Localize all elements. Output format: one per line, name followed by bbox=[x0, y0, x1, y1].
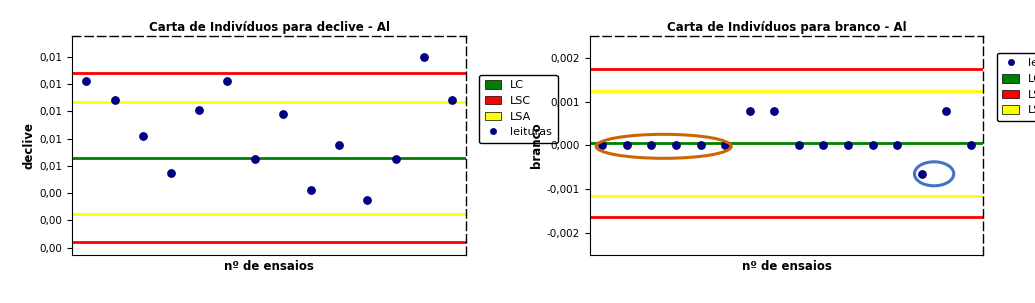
X-axis label: nº de ensaios: nº de ensaios bbox=[225, 260, 314, 273]
Point bbox=[79, 79, 95, 84]
Point bbox=[839, 143, 856, 148]
Point bbox=[619, 143, 635, 148]
Point bbox=[791, 143, 807, 148]
Point bbox=[816, 143, 832, 148]
Legend: LC, LSC, LSA, leituras: LC, LSC, LSA, leituras bbox=[479, 75, 558, 143]
Point bbox=[218, 79, 235, 84]
Point bbox=[162, 170, 179, 175]
Point bbox=[643, 143, 659, 148]
Point bbox=[443, 98, 460, 103]
Point bbox=[415, 55, 432, 59]
Point bbox=[766, 108, 782, 113]
Legend: leituras, LC, LSC, LSA: leituras, LC, LSC, LSA bbox=[997, 53, 1035, 121]
Point bbox=[717, 143, 734, 148]
Point bbox=[668, 143, 684, 148]
Point bbox=[303, 188, 320, 193]
Point bbox=[938, 108, 954, 113]
Point bbox=[190, 108, 207, 112]
Point bbox=[246, 157, 263, 161]
Point bbox=[692, 143, 709, 148]
Y-axis label: branco: branco bbox=[530, 123, 542, 168]
Point bbox=[864, 143, 881, 148]
Point bbox=[387, 157, 404, 161]
Point bbox=[275, 112, 292, 116]
Point bbox=[889, 143, 906, 148]
X-axis label: nº de ensaios: nº de ensaios bbox=[742, 260, 831, 273]
Point bbox=[135, 134, 151, 138]
Point bbox=[107, 98, 123, 103]
Title: Carta de Indivíduos para branco - Al: Carta de Indivíduos para branco - Al bbox=[667, 21, 907, 34]
Point bbox=[963, 143, 979, 148]
Point bbox=[331, 143, 348, 148]
Point bbox=[741, 108, 758, 113]
Title: Carta de Indivíduos para declive - Al: Carta de Indivíduos para declive - Al bbox=[149, 21, 389, 34]
Y-axis label: declive: declive bbox=[23, 122, 35, 169]
Point bbox=[359, 198, 376, 202]
Point bbox=[594, 143, 611, 148]
Point bbox=[914, 171, 930, 176]
